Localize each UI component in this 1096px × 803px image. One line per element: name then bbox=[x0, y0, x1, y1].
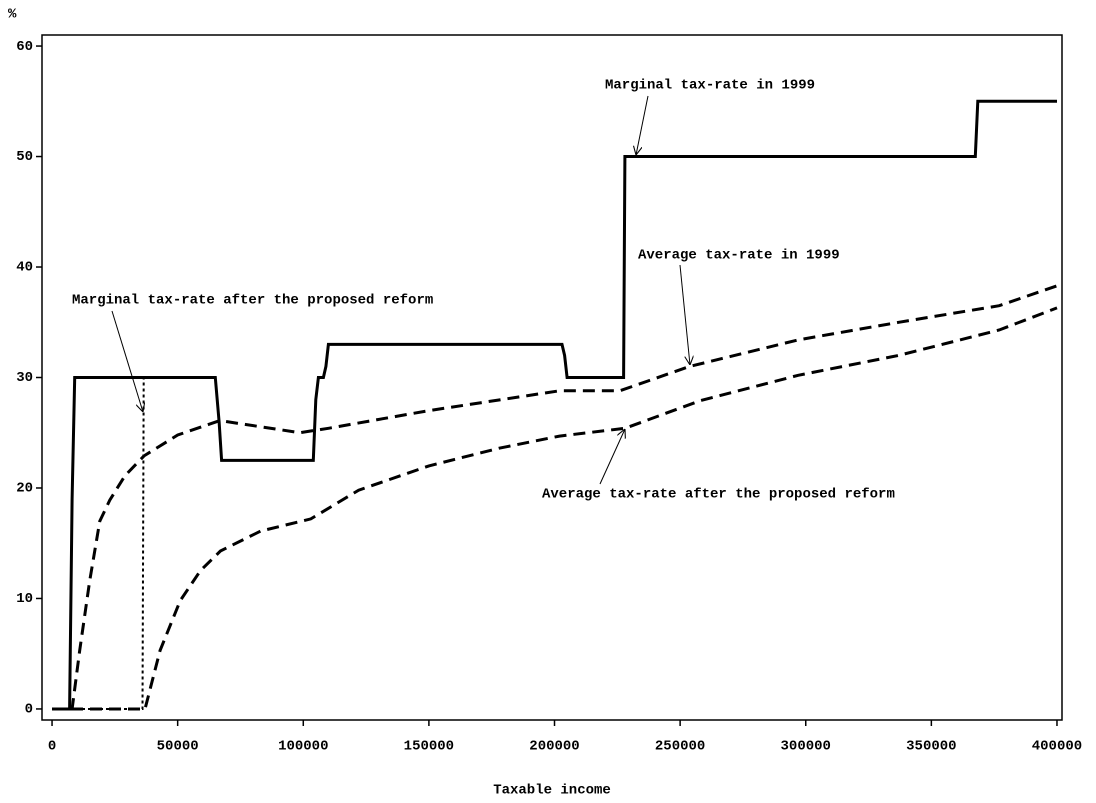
annotation: Average tax-rate in 1999 bbox=[638, 248, 840, 264]
line-series bbox=[52, 306, 1058, 711]
annotation-arrow bbox=[679, 264, 690, 365]
x-tick-label: 250000 bbox=[655, 739, 705, 755]
x-tick-label: 350000 bbox=[906, 739, 956, 755]
line-series bbox=[52, 284, 1058, 711]
x-tick-label: 50000 bbox=[157, 739, 199, 755]
x-tick-label: 100000 bbox=[278, 739, 328, 755]
y-tick-label: 0 bbox=[25, 702, 33, 718]
x-tick-label: 0 bbox=[48, 739, 56, 755]
y-tick-label: 10 bbox=[16, 591, 33, 607]
annotation-arrow bbox=[111, 310, 143, 412]
annotation: Marginal tax-rate in 1999 bbox=[605, 78, 815, 94]
y-tick-label: 20 bbox=[16, 481, 33, 497]
y-tick-label: 40 bbox=[16, 260, 33, 276]
line-series bbox=[52, 99, 1057, 711]
annotation: Marginal tax-rate after the proposed ref… bbox=[72, 293, 433, 309]
x-tick-label: 400000 bbox=[1032, 739, 1082, 755]
y-axis-label: % bbox=[8, 7, 17, 23]
y-tick-label: 50 bbox=[16, 149, 33, 165]
line-series bbox=[52, 377, 145, 710]
x-axis-label: Taxable income bbox=[493, 783, 611, 799]
x-tick-label: 300000 bbox=[781, 739, 831, 755]
annotation: Average tax-rate after the proposed refo… bbox=[542, 487, 895, 503]
y-tick-label: 60 bbox=[16, 39, 33, 55]
x-tick-label: 150000 bbox=[404, 739, 454, 755]
annotation-arrow bbox=[599, 429, 625, 485]
annotation-arrow bbox=[636, 95, 649, 155]
x-tick-label: 200000 bbox=[529, 739, 579, 755]
y-tick-label: 30 bbox=[16, 370, 33, 386]
